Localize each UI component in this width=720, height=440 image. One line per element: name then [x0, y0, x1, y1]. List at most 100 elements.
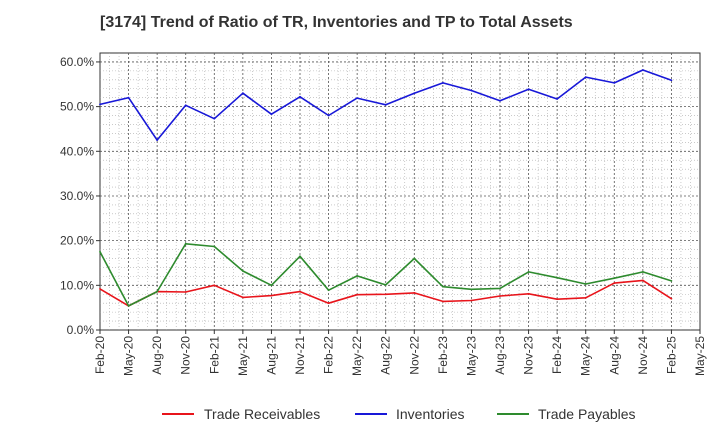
legend-label-trade-receivables: Trade Receivables	[204, 406, 320, 422]
legend: Trade Receivables Inventories Trade Payabl…	[162, 406, 636, 422]
y-tick-label: 10.0%	[60, 278, 94, 292]
inventories-point	[270, 113, 273, 116]
trade-payables-point	[299, 255, 301, 258]
trade-receivables-point	[613, 282, 616, 284]
x-tick-label: May-24	[579, 336, 593, 376]
inventories-point	[641, 69, 644, 71]
y-tick-label: 40.0%	[60, 144, 94, 158]
trade-receivables-point	[499, 295, 501, 297]
trade-payables-point	[613, 277, 616, 280]
inventories-point	[156, 139, 159, 142]
inventories-point	[584, 76, 587, 79]
inventories-point	[441, 82, 444, 84]
trade-payables-point	[499, 287, 501, 290]
trade-payables-point	[156, 290, 159, 293]
trade-receivables-point	[299, 290, 301, 293]
inventories-point	[384, 103, 387, 106]
axis-layer: 0.0% 10.0% 20.0% 30.0% 40.0% 50.0% 60.0% Feb-20…	[60, 55, 707, 376]
x-tick-label: Nov-24	[636, 336, 650, 375]
trade-payables-point	[99, 250, 101, 253]
trade-payables-point	[127, 304, 130, 307]
trade-receivables-point	[184, 291, 187, 293]
trade-receivables-point	[270, 294, 273, 297]
trade-receivables-point	[470, 299, 473, 302]
x-tick-label: Nov-20	[179, 336, 193, 375]
trade-receivables-point	[213, 284, 216, 287]
inventories-point	[327, 114, 330, 117]
x-tick-label: Aug-21	[264, 336, 278, 375]
x-tick-label: Nov-22	[407, 336, 421, 375]
trade-payables-point	[670, 279, 673, 282]
trade-receivables-point	[441, 300, 444, 303]
inventories-point	[299, 95, 301, 98]
x-tick-label: May-25	[693, 336, 707, 376]
inventories-point	[413, 92, 416, 95]
trade-payables-point	[441, 285, 444, 288]
trade-payables-point	[241, 270, 244, 272]
trade-receivables-point	[413, 292, 416, 294]
inventories-point	[127, 96, 130, 99]
y-tick-label: 30.0%	[60, 189, 94, 203]
trade-receivables-point	[99, 287, 101, 290]
trade-receivables-point	[584, 296, 587, 299]
legend-label-trade-payables: Trade Payables	[538, 406, 636, 422]
x-tick-label: Feb-24	[550, 336, 564, 374]
inventories-point	[670, 79, 673, 82]
trade-receivables-point	[241, 296, 244, 299]
trade-payables-point	[356, 275, 359, 277]
plot-area	[99, 52, 701, 331]
x-tick-label: Feb-25	[664, 336, 678, 374]
x-tick-label: May-22	[350, 336, 364, 376]
trade-receivables-point	[527, 292, 530, 295]
y-tick-label: 0.0%	[67, 323, 95, 337]
trade-receivables-point	[670, 297, 673, 300]
x-tick-label: Aug-20	[150, 336, 164, 375]
grid-layer	[99, 52, 701, 331]
trade-payables-point	[270, 284, 273, 287]
trade-payables-point	[213, 245, 216, 248]
x-tick-label: Nov-23	[522, 336, 536, 375]
trade-payables-point	[584, 283, 587, 285]
x-tick-label: May-21	[236, 336, 250, 376]
trade-receivables-point	[356, 293, 359, 296]
inventories-point	[470, 89, 473, 92]
inventories-point	[499, 99, 501, 102]
trade-payables-point	[556, 276, 559, 279]
inventories-point	[613, 82, 616, 84]
trade-receivables-point	[641, 279, 644, 282]
x-tick-label: Feb-21	[207, 336, 221, 374]
trade-payables-point	[470, 288, 473, 291]
x-tick-label: Feb-23	[436, 336, 450, 374]
x-tick-label: Aug-24	[607, 336, 621, 375]
chart-title: [3174] Trend of Ratio of TR, Inventories…	[100, 14, 573, 31]
trade-receivables-point	[556, 298, 559, 301]
inventories-point	[556, 98, 559, 100]
x-tick-label: Feb-20	[93, 336, 107, 374]
y-tick-label: 20.0%	[60, 234, 94, 248]
x-tick-label: May-20	[122, 336, 136, 376]
trade-payables-point	[327, 289, 330, 292]
inventories-point	[241, 92, 244, 95]
x-tick-label: Feb-22	[322, 336, 336, 374]
x-tick-label: Aug-22	[379, 336, 393, 375]
trade-receivables-point	[327, 302, 330, 305]
x-tick-label: May-23	[464, 336, 478, 376]
y-tick-label: 50.0%	[60, 100, 94, 114]
legend-label-inventories: Inventories	[396, 406, 464, 422]
x-tick-label: Aug-23	[493, 336, 507, 375]
inventories-point	[356, 97, 359, 100]
y-tick-label: 60.0%	[60, 55, 94, 69]
series-layer	[99, 69, 673, 307]
trade-payables-point	[527, 271, 530, 273]
inventories-point	[184, 104, 187, 107]
x-tick-label: Nov-21	[293, 336, 307, 375]
trade-payables-point	[184, 242, 187, 245]
trade-payables-point	[384, 283, 387, 286]
trade-receivables-point	[384, 293, 387, 296]
inventories-point	[213, 117, 216, 120]
inventories-point	[527, 88, 530, 91]
trade-payables-point	[641, 271, 644, 273]
inventories-point	[99, 103, 101, 106]
